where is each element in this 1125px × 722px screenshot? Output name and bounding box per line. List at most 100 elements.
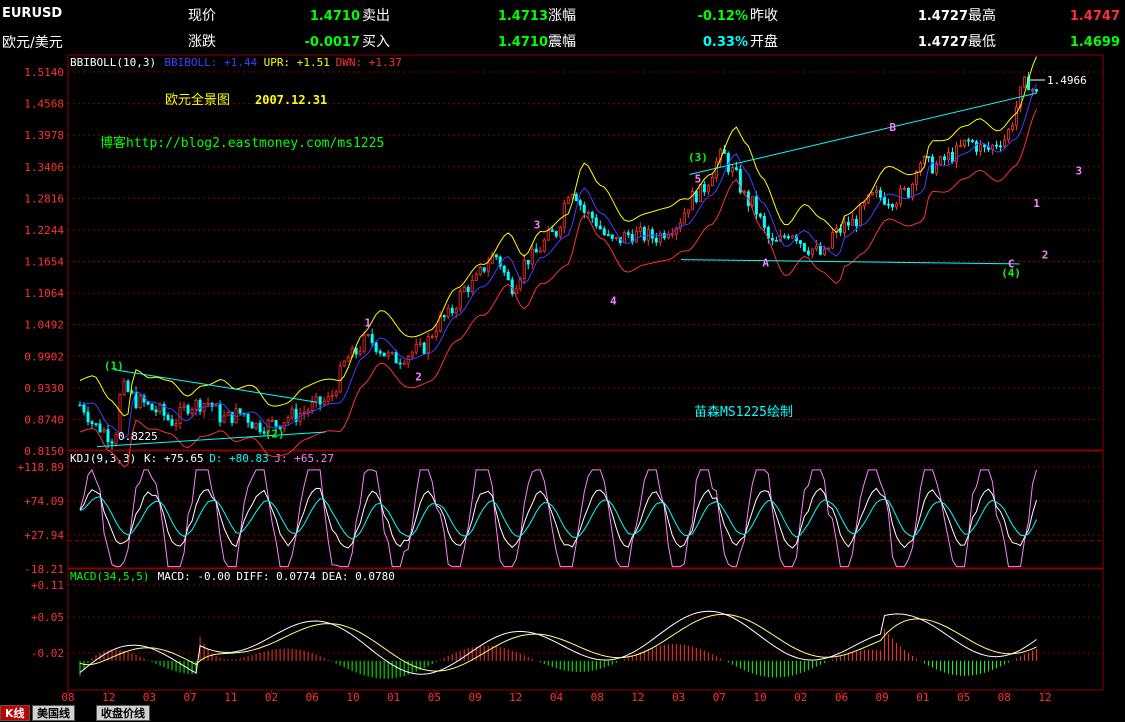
candle-body bbox=[1007, 129, 1011, 141]
candle-body bbox=[774, 239, 778, 242]
candle-body bbox=[358, 350, 362, 355]
legend-item: BBIBOLL: +1.44 bbox=[164, 56, 257, 69]
candle-body bbox=[534, 248, 538, 253]
x-tick-label: 09 bbox=[468, 691, 481, 704]
x-tick-label: 05 bbox=[428, 691, 441, 704]
wave-label: (3) bbox=[688, 151, 708, 164]
tab-us-line[interactable]: 美国线 bbox=[32, 705, 75, 721]
candle-body bbox=[474, 273, 478, 281]
tab-kline[interactable]: K线 bbox=[0, 705, 30, 721]
candle-body bbox=[186, 405, 190, 414]
price-tick-label: 1.4568 bbox=[24, 98, 64, 111]
candle-body bbox=[818, 245, 822, 255]
candle-body bbox=[466, 286, 470, 293]
header-field-label: 涨跌 bbox=[188, 34, 216, 50]
header-field-value: 0.33% bbox=[703, 35, 748, 50]
x-tick-label: 10 bbox=[753, 691, 766, 704]
candle-body bbox=[654, 237, 658, 243]
header-field-value: 1.4727 bbox=[918, 35, 968, 50]
candle-body bbox=[346, 356, 350, 362]
candle-body bbox=[306, 410, 310, 413]
x-tick-label: 01 bbox=[387, 691, 400, 704]
legend-item: DEA: 0.0780 bbox=[322, 570, 395, 583]
header-field-value: -0.0017 bbox=[304, 35, 360, 50]
candle-body bbox=[642, 227, 646, 241]
candle-body bbox=[246, 414, 250, 423]
candle-body bbox=[278, 425, 282, 430]
candle-body bbox=[758, 213, 762, 217]
header-field-label: 昨收 bbox=[750, 8, 778, 24]
price-tick-label: 1.0492 bbox=[24, 319, 64, 332]
wave-label: 1 bbox=[1033, 197, 1040, 210]
candle-body bbox=[906, 187, 910, 198]
candle-body bbox=[650, 229, 654, 239]
candle-body bbox=[682, 212, 686, 224]
legend-item: DIFF: 0.0774 bbox=[236, 570, 316, 583]
candle-body bbox=[762, 215, 766, 228]
candle-body bbox=[162, 403, 166, 416]
candle-body bbox=[378, 351, 382, 354]
kdj-panel-border bbox=[67, 449, 1104, 570]
candle-body bbox=[566, 197, 570, 204]
macd-tick-label: +0.11 bbox=[31, 579, 64, 592]
candle-body bbox=[522, 259, 526, 279]
price-tick-label: 1.1064 bbox=[24, 287, 64, 300]
candle-body bbox=[110, 441, 114, 444]
candle-body bbox=[1011, 124, 1015, 130]
candle-body bbox=[342, 360, 346, 367]
candle-body bbox=[546, 229, 550, 241]
x-tick-label: 12 bbox=[102, 691, 115, 704]
candle-body bbox=[194, 399, 198, 410]
wave-label: C bbox=[1008, 258, 1015, 271]
price-tick-label: 1.1654 bbox=[24, 256, 64, 269]
candle-body bbox=[426, 336, 430, 354]
high-value-label: 1.4966 bbox=[1047, 74, 1087, 87]
candle-body bbox=[538, 250, 542, 253]
wave-label: 3 bbox=[1076, 164, 1083, 177]
candle-body bbox=[999, 145, 1003, 148]
macd-diff-line bbox=[79, 610, 1037, 675]
header-field-value: 1.4713 bbox=[498, 9, 548, 24]
candle-body bbox=[506, 271, 510, 281]
macd-tick-label: +0.05 bbox=[31, 611, 64, 624]
price-tick-label: 1.2816 bbox=[24, 192, 64, 205]
candle-body bbox=[138, 395, 142, 409]
candle-body bbox=[878, 190, 882, 198]
candle-body bbox=[318, 396, 322, 405]
kdj-tick-label: -18.21 bbox=[24, 563, 64, 576]
candle-body bbox=[662, 232, 666, 239]
candle-body bbox=[182, 405, 186, 408]
blog-annotation: 博客http://blog2.eastmoney.com/ms1225 bbox=[100, 135, 384, 151]
candle-body bbox=[614, 236, 618, 239]
candle-body bbox=[410, 351, 414, 357]
tab-close-line[interactable]: 收盘价线 bbox=[96, 705, 150, 721]
candle-body bbox=[754, 196, 758, 215]
candle-body bbox=[150, 403, 154, 411]
candle-body bbox=[254, 422, 258, 429]
candle-body bbox=[98, 423, 102, 433]
boll-upper-line bbox=[79, 56, 1037, 417]
candle-body bbox=[502, 265, 506, 273]
legend-name: BBIBOLL(10,3) bbox=[70, 56, 156, 69]
candle-body bbox=[862, 202, 866, 207]
candle-body bbox=[422, 342, 426, 354]
candle-body bbox=[995, 144, 999, 147]
header-field-value: 1.4727 bbox=[918, 9, 968, 24]
wave-label: 5 bbox=[695, 173, 702, 186]
price-tick-label: 1.2244 bbox=[24, 224, 64, 237]
x-tick-label: 08 bbox=[61, 691, 74, 704]
candle-body bbox=[102, 429, 106, 433]
chart-date: 2007.12.31 bbox=[255, 93, 327, 107]
x-tick-label: 10 bbox=[346, 691, 359, 704]
x-tick-label: 06 bbox=[835, 691, 848, 704]
candle-body bbox=[874, 190, 878, 193]
header-field-label: 最高 bbox=[968, 7, 996, 24]
header-field-label: 涨幅 bbox=[548, 8, 576, 24]
x-tick-label: 11 bbox=[224, 691, 237, 704]
candle-body bbox=[598, 225, 602, 230]
candle-body bbox=[374, 342, 378, 352]
kdj-d-line bbox=[79, 496, 1037, 540]
candle-body bbox=[638, 227, 642, 232]
candle-body bbox=[558, 226, 562, 237]
kdj-k-line bbox=[79, 487, 1037, 549]
